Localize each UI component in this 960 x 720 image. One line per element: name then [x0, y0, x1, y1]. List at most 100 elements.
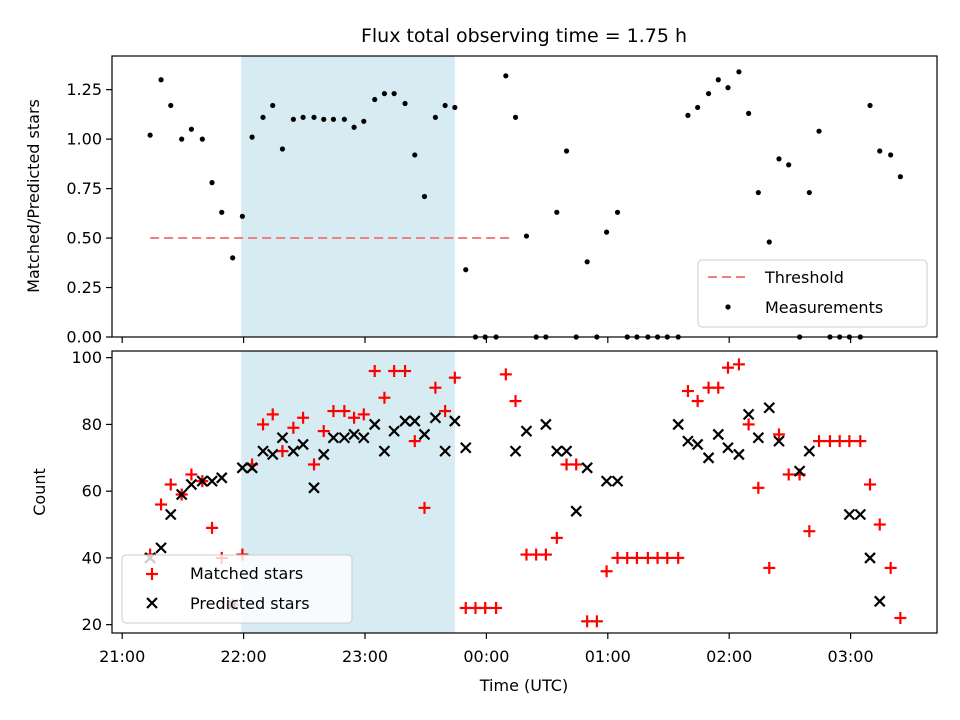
- chart-title: Flux total observing time = 1.75 h: [361, 25, 687, 47]
- matched-star-point: [287, 421, 300, 434]
- measurement-point: [523, 233, 530, 239]
- predicted-star-point: [742, 408, 755, 421]
- legend-matched-label: Matched stars: [190, 564, 303, 583]
- predicted-star-point: [540, 418, 552, 431]
- measurement-point: [402, 100, 408, 107]
- matched-star-point: [388, 365, 401, 378]
- predicted-star-point: [266, 448, 279, 461]
- predicted-star-point: [509, 445, 522, 457]
- matched-star-point: [297, 411, 310, 424]
- measurement-point: [614, 209, 621, 215]
- measurement-point: [372, 96, 378, 103]
- matched-star-point: [752, 481, 765, 494]
- x-tick-label: 22:00: [221, 647, 267, 666]
- predicted-star-point: [449, 415, 461, 427]
- y-tick-label: 20: [82, 615, 102, 634]
- matched-star-point: [266, 408, 279, 421]
- measurement-point: [341, 116, 347, 122]
- x-tick-label: 23:00: [342, 647, 388, 666]
- y-tick-label: 1.25: [66, 80, 102, 99]
- matched-star-point: [742, 418, 755, 431]
- measurement-point: [695, 104, 701, 111]
- measurement-point: [877, 148, 883, 154]
- predicted-star-point: [388, 425, 400, 437]
- measurement-point: [867, 102, 873, 109]
- matched-star-point: [327, 405, 340, 418]
- predicted-star-point: [399, 415, 411, 427]
- predicted-stars-series: [144, 401, 886, 611]
- predicted-star-point: [854, 508, 867, 521]
- measurement-point: [806, 189, 812, 196]
- matched-star-point: [539, 548, 552, 561]
- legend-predicted-swatch: [146, 597, 158, 609]
- x-tick-label: 00:00: [463, 647, 509, 666]
- measurement-point: [249, 134, 255, 140]
- predicted-star-point: [520, 425, 533, 437]
- predicted-star-point: [722, 442, 734, 454]
- matched-star-point: [418, 501, 431, 514]
- predicted-star-point: [873, 595, 886, 608]
- measurement-point: [158, 77, 164, 83]
- predicted-star-point: [712, 428, 725, 441]
- measurement-point: [746, 110, 752, 116]
- y-tick-label: 0.25: [66, 278, 102, 297]
- matched-star-point: [782, 468, 795, 481]
- predicted-star-point: [570, 505, 583, 517]
- measurement-point: [179, 136, 185, 142]
- predicted-star-point: [439, 445, 451, 457]
- measurement-point: [260, 114, 266, 120]
- measurement-point: [147, 132, 153, 138]
- x-axis-label: Time (UTC): [479, 676, 568, 695]
- legend-threshold-label: Threshold: [764, 268, 844, 287]
- measurement-point: [736, 69, 742, 75]
- predicted-star-point: [317, 448, 330, 461]
- matched-star-point: [399, 365, 412, 378]
- predicted-star-point: [803, 445, 816, 457]
- matched-star-point: [661, 551, 674, 564]
- measurement-point: [512, 114, 519, 120]
- y-tick-label: 0.50: [66, 229, 102, 248]
- predicted-star-point: [752, 431, 765, 444]
- matched-star-point: [479, 601, 492, 614]
- matched-star-point: [338, 405, 351, 418]
- measurement-point: [463, 267, 469, 273]
- legend-matched-swatch: [146, 568, 158, 580]
- legend-measurements-label: Measurements: [765, 298, 883, 317]
- matched-star-point: [155, 498, 168, 511]
- legend-top: Threshold Measurements: [697, 259, 928, 328]
- predicted-star-point: [408, 415, 421, 427]
- measurement-point: [412, 152, 418, 158]
- measurement-point: [270, 102, 276, 109]
- legend-box-top: [697, 259, 928, 328]
- measurement-point: [209, 180, 215, 186]
- measurement-point: [452, 104, 458, 111]
- matched-star-point: [448, 371, 461, 384]
- measurement-point: [554, 209, 560, 215]
- measurement-point: [300, 114, 306, 120]
- y-tick-label: 60: [82, 482, 102, 501]
- predicted-star-point: [429, 411, 442, 424]
- matched-star-point: [206, 521, 219, 534]
- predicted-star-point: [206, 475, 218, 487]
- plot-frame-bottom: [111, 350, 938, 634]
- matched-star-point: [439, 405, 452, 418]
- y-tick-label: 1.00: [66, 130, 102, 149]
- legend-box-bottom: [121, 554, 353, 624]
- predicted-star-point: [682, 435, 694, 447]
- predicted-star-point: [348, 428, 360, 441]
- predicted-star-point: [733, 448, 745, 461]
- matched-star-point: [378, 391, 391, 404]
- matched-star-point: [732, 358, 745, 371]
- y-tick-label: 40: [82, 548, 102, 567]
- predicted-star-point: [843, 508, 856, 521]
- predicted-star-point: [175, 488, 188, 501]
- predicted-star-point: [196, 475, 209, 487]
- shaded-interval-top: [241, 56, 455, 337]
- measurement-point: [603, 229, 610, 235]
- matched-star-point: [884, 561, 897, 574]
- predicted-star-point: [551, 445, 563, 457]
- predicted-star-point: [155, 542, 167, 554]
- x-ticks-bottom: 21:00 22:00 23:00 00:00 01:00 02:00 03:00: [99, 633, 874, 666]
- predicted-star-point: [793, 465, 806, 477]
- matched-star-point: [681, 385, 694, 398]
